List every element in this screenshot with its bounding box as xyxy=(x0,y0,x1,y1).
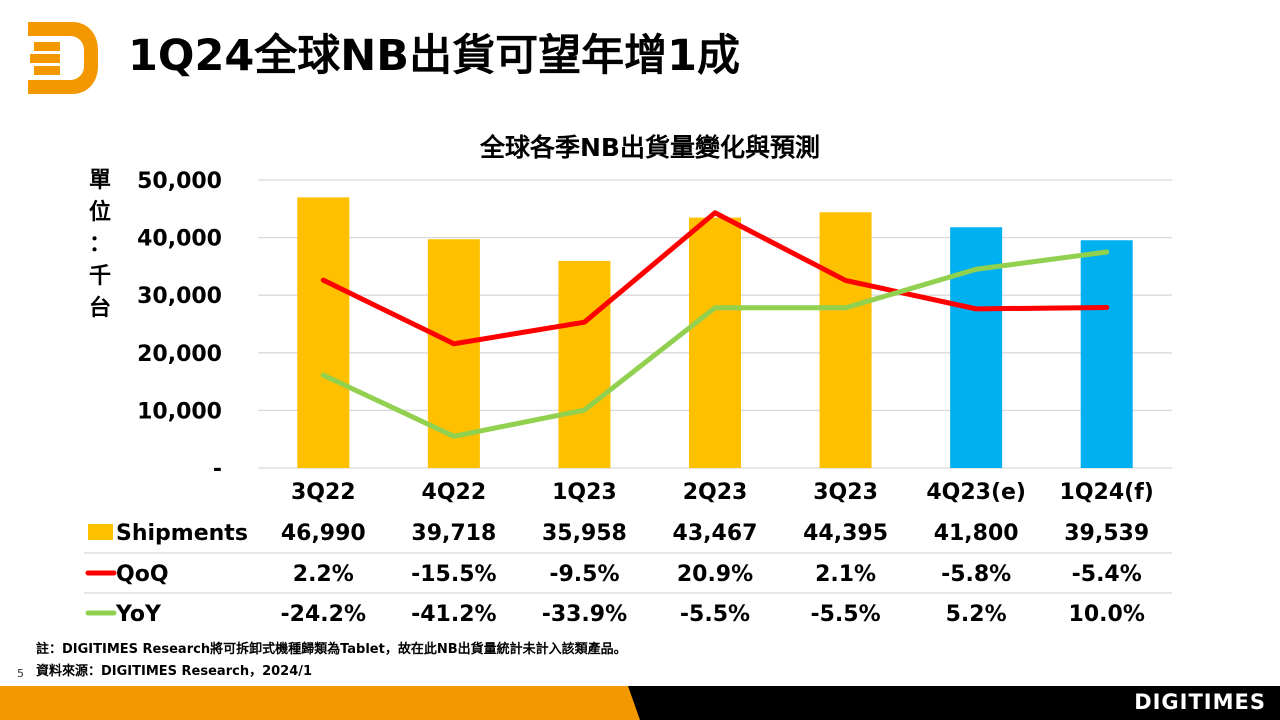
data-table: 3Q22 4Q22 1Q23 2Q23 3Q23 4Q23(e) 1Q24(f) Shipme… xyxy=(84,480,1172,627)
forecast-shipment-bar xyxy=(1080,240,1133,468)
table-cell: 46,990 xyxy=(281,521,366,546)
table-category-header: 3Q22 xyxy=(291,480,356,505)
table-cell: 5.2% xyxy=(946,602,1007,627)
table-cell: 20.9% xyxy=(677,562,753,587)
page-number: 5 xyxy=(17,667,24,680)
y-axis-label-char: 千 xyxy=(88,264,111,289)
brand-wordmark: DIGITIMES xyxy=(1134,690,1266,714)
table-cell: -15.5% xyxy=(411,562,496,587)
slide-title: 1Q24全球NB出貨可望年增1成 xyxy=(128,31,740,81)
table-cell: 43,467 xyxy=(673,521,758,546)
table-cell: 2.2% xyxy=(293,562,354,587)
table-cell: -33.9% xyxy=(542,602,627,627)
table-category-header: 3Q23 xyxy=(813,480,878,505)
table-cell: 10.0% xyxy=(1069,602,1145,627)
table-cell: 39,539 xyxy=(1064,521,1149,546)
footer-brand-band xyxy=(628,686,1280,720)
table-cell: 39,718 xyxy=(411,521,496,546)
digitimes-logo-icon xyxy=(28,22,98,94)
table-row-label: QoQ xyxy=(116,562,169,587)
shipment-bar xyxy=(297,197,350,469)
table-row-label: YoY xyxy=(115,602,162,627)
growth-lines xyxy=(320,210,1110,439)
table-cell: -5.5% xyxy=(810,602,880,627)
legend-swatch-shipments xyxy=(88,524,113,540)
shipment-bar xyxy=(558,260,611,468)
table-category-header: 1Q24(f) xyxy=(1060,480,1154,505)
forecast-shipment-bar xyxy=(950,227,1003,468)
y-tick-label: 20,000 xyxy=(137,342,222,367)
shipments-chart: - 10,000 20,000 30,000 40,000 50,000 3Q22 4Q22… xyxy=(84,169,1172,627)
y-axis-ticks: - 10,000 20,000 30,000 40,000 50,000 xyxy=(137,169,222,482)
chart-title: 全球各季NB出貨量變化與預測 xyxy=(480,133,820,162)
y-tick-label: 10,000 xyxy=(137,399,222,424)
y-tick-label: 50,000 xyxy=(137,169,222,194)
shipment-bar xyxy=(819,212,872,468)
table-cell: 2.1% xyxy=(815,562,876,587)
table-cell: 41,800 xyxy=(934,521,1019,546)
y-axis-label-char: 單 xyxy=(88,168,111,193)
table-cell: -5.5% xyxy=(680,602,750,627)
table-row-label: Shipments xyxy=(116,521,248,546)
table-cell: -24.2% xyxy=(281,602,366,627)
table-category-header: 2Q23 xyxy=(683,480,748,505)
table-cell: -5.8% xyxy=(941,562,1011,587)
y-tick-label: - xyxy=(213,457,222,482)
table-cell: -41.2% xyxy=(411,602,496,627)
y-axis-label: 單 位 ： 千 台 xyxy=(86,165,114,325)
table-cell: 35,958 xyxy=(542,521,627,546)
shipment-bars xyxy=(297,197,1133,469)
table-category-header: 1Q23 xyxy=(552,480,617,505)
y-axis-label-char: 台 xyxy=(88,296,111,321)
y-axis-label-char: ： xyxy=(88,232,111,257)
shipment-bar xyxy=(689,217,741,468)
y-tick-label: 30,000 xyxy=(137,284,222,309)
y-axis-label-char: 位 xyxy=(88,200,111,225)
source-note: 資料來源：DIGITIMES Research，2024/1 xyxy=(36,664,313,679)
footnote: 註：DIGITIMES Research將可拆卸式機種歸類為Tablet，故在此… xyxy=(36,642,627,657)
table-category-header: 4Q22 xyxy=(422,480,487,505)
table-cell: -9.5% xyxy=(549,562,619,587)
table-category-header: 4Q23(e) xyxy=(926,480,1026,505)
table-cell: -5.4% xyxy=(1072,562,1142,587)
table-cell: 44,395 xyxy=(803,521,888,546)
y-tick-label: 40,000 xyxy=(137,227,222,252)
